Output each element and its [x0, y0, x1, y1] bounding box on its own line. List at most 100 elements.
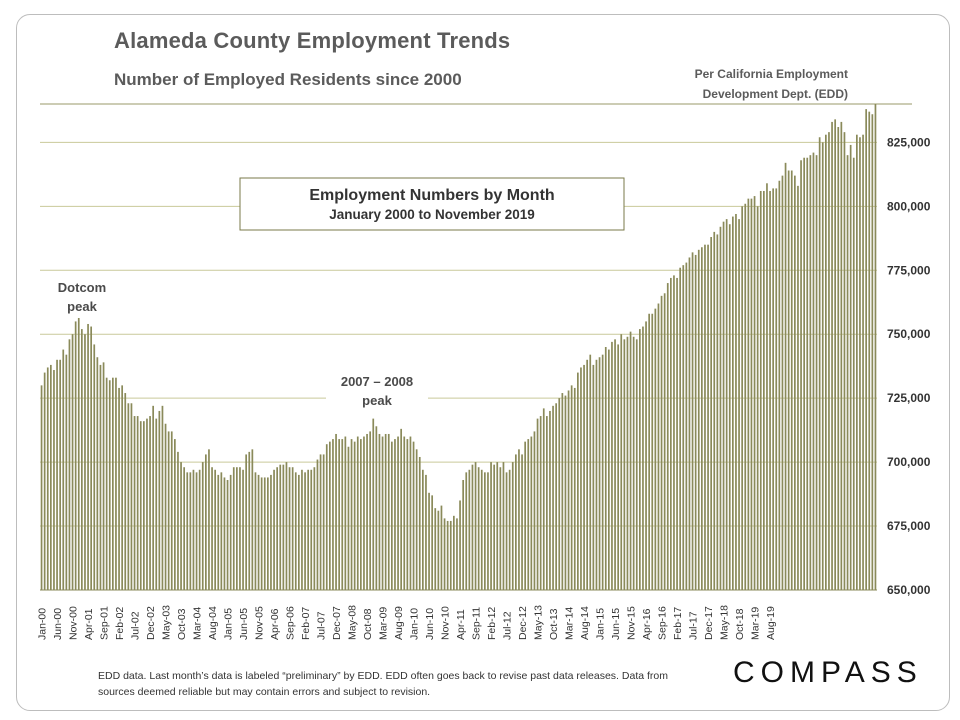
bar	[874, 104, 877, 590]
bar	[852, 157, 855, 590]
bar	[229, 474, 232, 590]
bar	[391, 441, 393, 590]
x-tick-label: Nov-05	[254, 606, 266, 640]
bar	[763, 190, 765, 590]
bar	[868, 111, 871, 591]
bar	[704, 244, 706, 590]
bar	[536, 418, 539, 590]
bar	[666, 283, 669, 590]
bar	[496, 462, 499, 590]
bar	[189, 472, 192, 590]
bar	[146, 418, 148, 590]
x-tick-label: Jul-12	[502, 611, 514, 640]
footer-disclaimer: EDD data. Last month’s data is labeled “…	[98, 670, 668, 698]
bar	[784, 162, 787, 590]
bar	[790, 170, 793, 590]
bar	[251, 449, 254, 590]
bar	[713, 231, 716, 590]
x-tick-label: May-03	[161, 605, 173, 640]
bar	[223, 477, 226, 590]
bar	[254, 472, 257, 590]
bar	[282, 464, 285, 590]
bar	[546, 416, 548, 590]
bar	[406, 439, 409, 590]
bar	[549, 410, 551, 590]
x-tick-label: Feb-07	[300, 607, 312, 640]
bar	[527, 439, 530, 590]
annotation-label: peak	[67, 299, 97, 314]
source-line-2: Development Dept. (EDD)	[702, 87, 848, 101]
x-tick-label: Nov-15	[626, 606, 638, 640]
bar	[651, 313, 654, 590]
bar	[859, 137, 861, 590]
bar	[772, 188, 775, 590]
bar	[462, 480, 465, 590]
bar	[493, 464, 496, 590]
bar	[350, 439, 353, 590]
bar	[99, 364, 102, 590]
bar	[322, 454, 325, 590]
bar	[294, 472, 297, 590]
bar	[50, 364, 52, 590]
x-tick-label: Jan-00	[37, 608, 49, 640]
bar	[688, 257, 691, 590]
bar	[68, 339, 71, 590]
bar	[102, 362, 105, 590]
bar	[74, 321, 77, 590]
bar	[660, 295, 663, 590]
bar	[214, 469, 217, 590]
bar	[152, 405, 155, 590]
bar	[431, 495, 434, 590]
bar	[115, 377, 117, 590]
bar	[732, 216, 734, 591]
bar	[744, 203, 747, 590]
bar	[375, 426, 378, 590]
bar	[753, 196, 756, 590]
bar	[338, 439, 341, 590]
bar	[236, 467, 238, 590]
x-tick-label: Apr-01	[83, 608, 95, 640]
x-tick-label: Nov-10	[440, 606, 452, 640]
bar	[505, 472, 508, 590]
chart-annotations: Dotcom peak 2007 – 2008 peak	[50, 276, 428, 412]
bar	[93, 344, 96, 590]
bar	[800, 160, 802, 590]
bar	[118, 387, 120, 590]
bar	[871, 114, 874, 590]
x-tick-label: Jun-10	[424, 608, 436, 640]
bar	[53, 370, 55, 590]
bar	[806, 157, 809, 590]
bar	[862, 134, 864, 590]
bar	[313, 467, 316, 590]
bar	[592, 364, 595, 590]
bar	[344, 436, 347, 590]
bar	[741, 206, 744, 590]
annotation-label: 2007 – 2008	[341, 374, 413, 389]
bar	[279, 464, 282, 590]
bar	[524, 441, 527, 590]
bar	[821, 142, 824, 590]
bar	[617, 344, 620, 590]
bar	[490, 462, 492, 590]
bar	[846, 155, 849, 590]
x-tick-label: May-18	[719, 605, 731, 640]
x-tick-label: Feb-12	[486, 607, 498, 640]
source-line-1: Per California Employment	[694, 67, 848, 81]
bar	[787, 170, 790, 590]
bar	[601, 354, 604, 590]
bar	[781, 175, 784, 590]
bar	[177, 451, 179, 590]
y-tick-label: 825,000	[887, 135, 931, 149]
bar	[400, 428, 403, 590]
x-tick-label: Oct-18	[734, 608, 746, 640]
bar	[611, 341, 613, 590]
bar	[515, 454, 517, 590]
bar	[598, 357, 601, 590]
bar	[679, 267, 682, 590]
bar	[608, 349, 610, 590]
bar	[502, 462, 505, 590]
bar	[84, 334, 86, 590]
y-tick-label: 650,000	[887, 583, 931, 597]
bar	[710, 237, 713, 590]
